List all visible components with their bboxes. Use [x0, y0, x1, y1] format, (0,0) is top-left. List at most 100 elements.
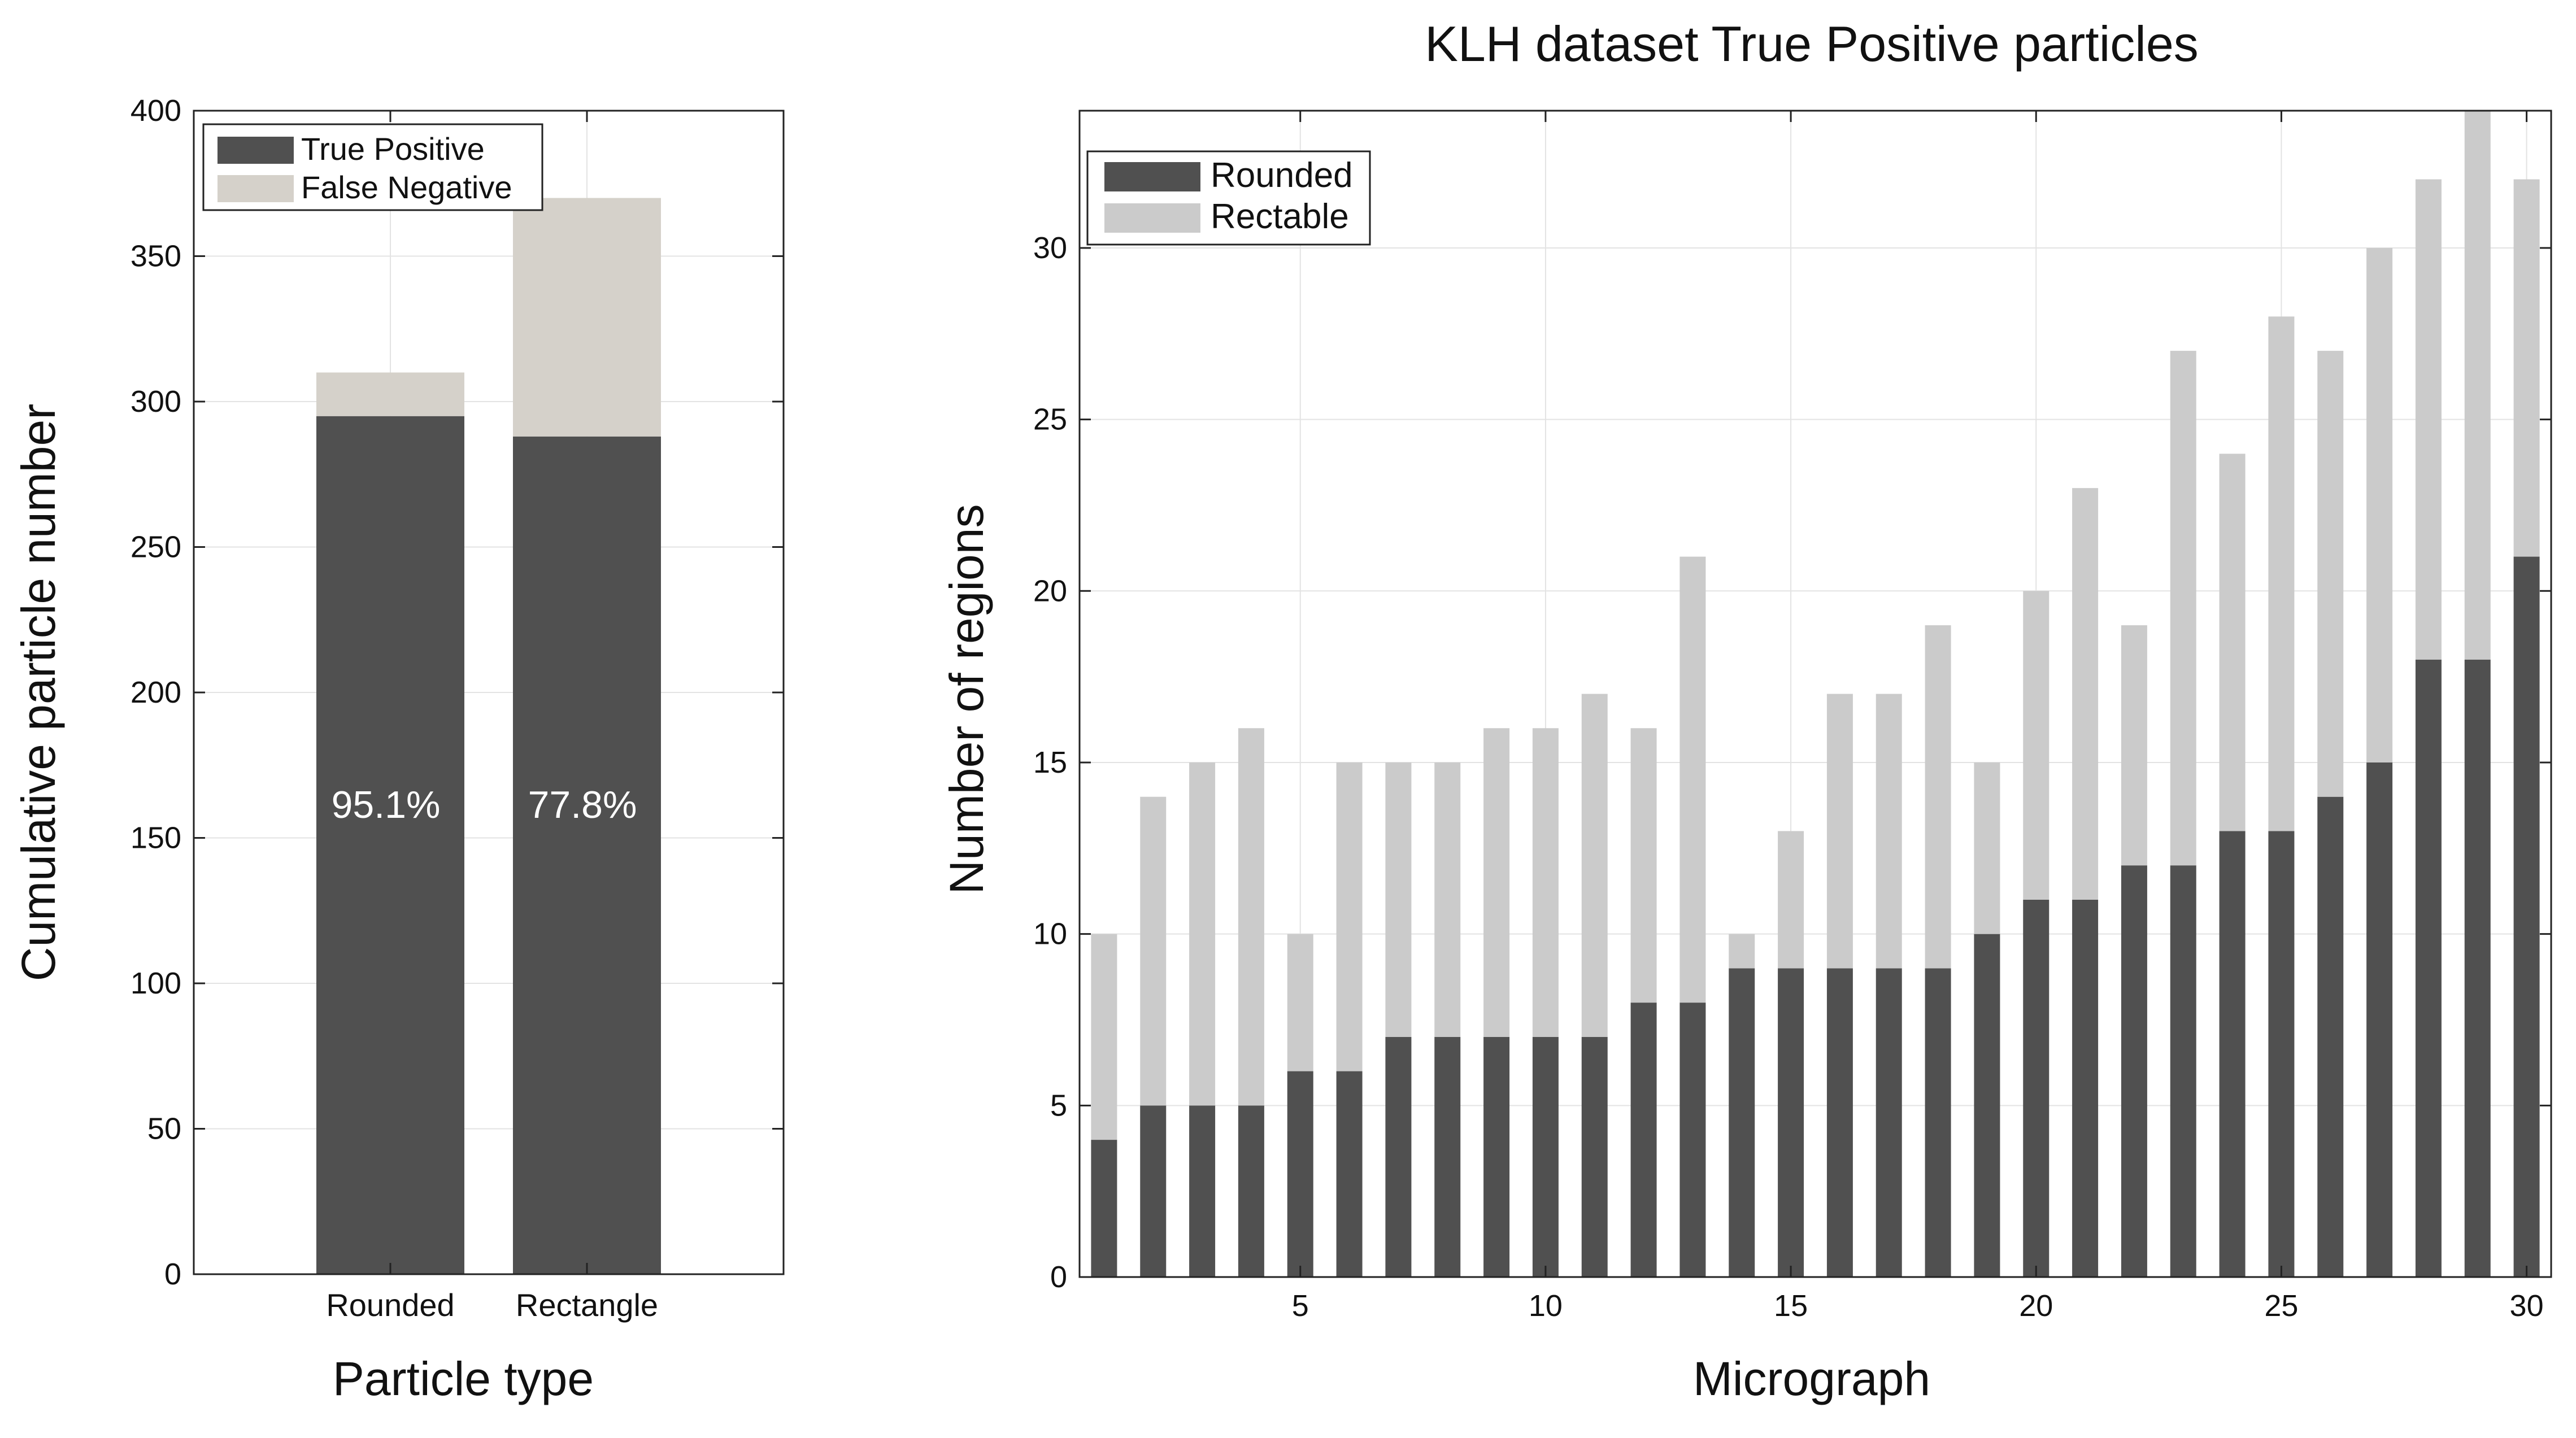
right-bar-rounded	[1483, 1036, 1510, 1277]
right-bar-rounded	[1581, 1036, 1608, 1277]
right-bar-rectable	[2121, 625, 2147, 866]
right-bar-rectable	[1336, 762, 1363, 1071]
right-bar-rectable	[1189, 762, 1216, 1106]
right-ytick-label: 20	[1033, 574, 1067, 608]
right-ytick-label: 10	[1033, 917, 1067, 951]
right-xtick-label: 5	[1292, 1289, 1309, 1323]
right-ytick-label: 5	[1050, 1088, 1067, 1122]
right-bar-rectable	[2366, 247, 2393, 762]
right-bar-rounded	[2464, 659, 2491, 1277]
right-ytick-label: 15	[1033, 746, 1067, 779]
left-ytick-label: 200	[130, 676, 181, 709]
left-bar-false-negative	[513, 198, 661, 437]
right-bar-rounded	[2268, 831, 2295, 1277]
right-bar-rectable	[1287, 934, 1313, 1071]
left-bar-true-positive	[513, 436, 661, 1274]
left-ytick-label: 0	[164, 1257, 181, 1291]
left-chart-ticks: 0 50 100 150 200 250 300 350 400 Rounded Rectangle	[130, 94, 784, 1323]
right-bar-rounded	[1532, 1036, 1559, 1277]
right-bar-rectable	[1974, 762, 2000, 934]
left-ytick-label: 50	[147, 1112, 181, 1146]
left-xtick-label: Rectangle	[516, 1287, 658, 1323]
right-bar-rounded	[2415, 659, 2442, 1277]
left-ytick-label: 100	[130, 966, 181, 1000]
left-ytick-label: 150	[130, 821, 181, 855]
right-legend-label-rounded: Rounded	[1211, 156, 1353, 195]
right-bar-rounded	[1091, 1140, 1117, 1277]
right-y-axis-label: Number of regions	[940, 504, 993, 895]
left-y-axis-label: Cumulative particle number	[12, 404, 65, 981]
left-x-axis-label: Particle type	[333, 1352, 594, 1405]
right-bar-rounded	[1679, 1003, 1706, 1277]
right-bar-rounded	[2170, 865, 2196, 1277]
left-ytick-label: 250	[130, 530, 181, 564]
right-bar-rounded	[1925, 968, 1951, 1277]
right-xtick-label: 10	[1529, 1289, 1563, 1323]
right-bar-rectable	[1630, 728, 1657, 1003]
right-bar-rectable	[2219, 454, 2246, 831]
right-bar-rectable	[1091, 934, 1117, 1140]
right-bar-rectable	[1385, 762, 1412, 1037]
right-ytick-label: 0	[1050, 1260, 1067, 1294]
right-ytick-label: 25	[1033, 403, 1067, 437]
left-ytick-label: 300	[130, 385, 181, 419]
right-xtick-label: 30	[2510, 1289, 2544, 1323]
right-bar-rounded	[1140, 1105, 1167, 1277]
right-bar-rounded	[1238, 1105, 1264, 1277]
right-bar-rectable	[1434, 762, 1461, 1037]
right-bar-rectable	[2170, 351, 2196, 866]
left-legend: True Positive False Negative	[202, 123, 543, 211]
right-x-axis-label: Micrograph	[1693, 1352, 1930, 1405]
right-bar-rounded	[2219, 831, 2246, 1277]
right-legend-label-rectable: Rectable	[1211, 197, 1349, 236]
right-plot-frame	[1078, 110, 2552, 1278]
right-bar-rectable	[1483, 728, 1510, 1037]
left-xtick-label: Rounded	[326, 1287, 454, 1323]
left-chart-bars: 95.1% 77.8%	[316, 198, 661, 1274]
right-chart-ticks: 0 5 10 15 20 25 30 5 10 15 20 25 30	[1033, 111, 2551, 1323]
left-bar-percent-label: 95.1%	[332, 783, 441, 826]
right-bar-rectable	[1778, 831, 1804, 969]
right-xtick-label: 20	[2019, 1289, 2053, 1323]
right-bar-rectable	[1679, 556, 1706, 1003]
right-bar-rectable	[2072, 488, 2099, 900]
right-xtick-label: 15	[1774, 1289, 1808, 1323]
right-legend: Rounded Rectable	[1086, 150, 1371, 246]
right-bar-rounded	[1826, 968, 1853, 1277]
left-legend-swatch-false-negative	[217, 175, 294, 202]
right-bar-rounded	[1336, 1071, 1363, 1277]
right-bar-rectable	[2513, 179, 2540, 557]
right-ytick-label: 30	[1033, 231, 1067, 265]
right-bar-rounded	[1974, 934, 2000, 1277]
right-bar-rectable	[2415, 179, 2442, 660]
right-bar-rounded	[1630, 1003, 1657, 1277]
right-bar-rounded	[1729, 968, 1755, 1277]
left-bar-percent-label: 77.8%	[528, 783, 637, 826]
right-bar-rectable	[1532, 728, 1559, 1037]
right-bar-rectable	[1238, 728, 1264, 1106]
right-bar-rounded	[2072, 899, 2099, 1277]
left-legend-swatch-true-positive	[217, 137, 294, 164]
right-bar-rounded	[1385, 1036, 1412, 1277]
right-bar-rounded	[1434, 1036, 1461, 1277]
right-bar-rectable	[1876, 694, 1902, 969]
right-legend-swatch-rectable	[1104, 203, 1200, 233]
right-bar-rounded	[2317, 796, 2344, 1277]
right-bar-rectable	[1581, 694, 1608, 1037]
left-ytick-label: 400	[130, 94, 181, 128]
right-bar-rectable	[2317, 351, 2344, 797]
left-bar-false-negative	[316, 372, 464, 416]
right-bar-rounded	[2121, 865, 2147, 1277]
right-bar-rectable	[2023, 591, 2050, 900]
right-bar-rounded	[2023, 899, 2050, 1277]
left-ytick-label: 350	[130, 239, 181, 273]
left-legend-label-true-positive: True Positive	[301, 131, 485, 167]
right-chart-title: KLH dataset True Positive particles	[1425, 16, 2199, 72]
right-bar-rounded	[2366, 762, 2393, 1277]
right-bar-rectable	[2464, 111, 2491, 660]
right-bar-rectable	[2268, 316, 2295, 831]
right-bar-rounded	[1287, 1071, 1313, 1277]
right-legend-swatch-rounded	[1104, 162, 1200, 191]
